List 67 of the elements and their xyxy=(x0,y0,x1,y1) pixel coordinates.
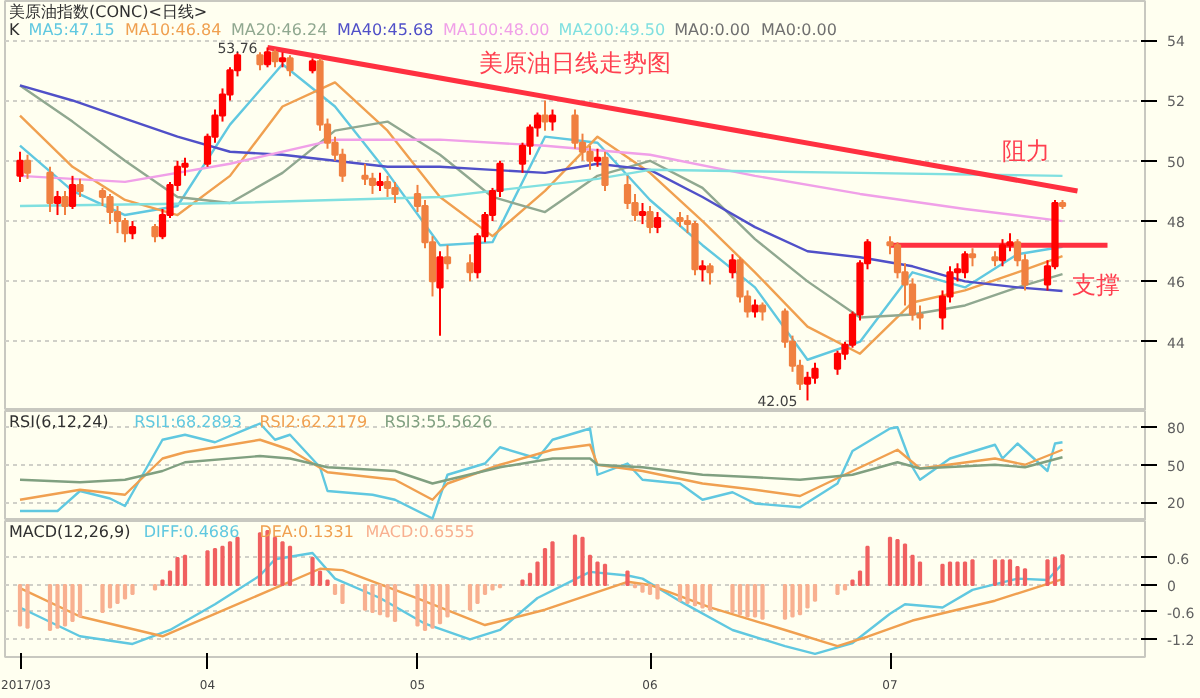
annotation: MA0:0.00 xyxy=(761,21,837,39)
candlestick xyxy=(368,171,377,195)
line-series xyxy=(18,138,1064,223)
candlestick xyxy=(16,150,24,183)
line-series xyxy=(18,567,1064,648)
candlestick xyxy=(601,150,609,192)
candlestick xyxy=(106,192,114,226)
candlestick xyxy=(833,349,842,376)
candlestick xyxy=(23,153,32,180)
text: MA20:46.24 xyxy=(231,21,328,39)
annotation: 支撑 xyxy=(1071,271,1120,300)
candlestick xyxy=(653,211,662,235)
candlestick xyxy=(593,147,602,168)
candlestick xyxy=(383,174,392,198)
candlestick xyxy=(361,162,369,186)
candlestick xyxy=(466,253,474,283)
candlestick xyxy=(256,51,264,72)
candlestick xyxy=(758,301,767,322)
line-series xyxy=(18,168,1064,208)
text: MA5:47.15 xyxy=(28,21,115,39)
candlestick xyxy=(706,262,714,286)
legend-title: MACD(12,26,9) xyxy=(9,523,131,541)
candlestick xyxy=(443,244,452,271)
candlestick xyxy=(548,108,557,132)
candlestick xyxy=(376,171,384,192)
candlestick xyxy=(436,250,444,337)
candlestick xyxy=(151,223,159,244)
candlestick xyxy=(53,189,62,217)
text: MACD:0.6555 xyxy=(365,523,475,541)
annotation: 阻力 xyxy=(1001,136,1050,165)
candlestick xyxy=(698,259,707,283)
legend-title: K xyxy=(9,21,21,39)
candlestick xyxy=(68,174,77,211)
candlestick xyxy=(391,180,399,204)
text: 美原油日线走势图 xyxy=(479,49,671,77)
candlestick xyxy=(728,253,737,280)
candlestick xyxy=(968,247,977,268)
text: DIFF:0.4686 xyxy=(143,523,240,541)
candlestick xyxy=(61,189,69,217)
candlestick xyxy=(803,370,812,402)
line-series xyxy=(18,454,1064,485)
series-label: DEA:0.1331 xyxy=(259,523,354,541)
line-series xyxy=(18,438,1064,501)
text: RSI3:55.5626 xyxy=(384,413,493,431)
candlestick xyxy=(128,220,137,241)
text: MA40:45.68 xyxy=(337,21,434,39)
text: MA200:49.50 xyxy=(558,21,666,39)
text: MA100:48.00 xyxy=(443,21,550,39)
candlestick xyxy=(286,54,294,78)
line-series xyxy=(18,551,1064,656)
text: MA10:46.84 xyxy=(125,21,222,39)
candlestick xyxy=(751,298,759,319)
candlestick xyxy=(271,48,279,69)
candlestick xyxy=(998,238,1007,268)
legend-title: RSI(6,12,24) xyxy=(9,413,109,431)
candlestick xyxy=(961,250,969,280)
series-label: RSI2:62.2179 xyxy=(259,413,368,431)
candlestick xyxy=(46,165,54,214)
series-label: RSI1:68.2893 xyxy=(134,413,242,431)
candlestick xyxy=(638,201,647,226)
candlestick xyxy=(646,205,654,235)
candlestick xyxy=(76,177,84,198)
candlestick xyxy=(541,99,549,132)
chart-subtitle: 美原油指数(CONC)<日线> xyxy=(9,3,208,21)
annotation: MA0:0.00 xyxy=(674,21,751,39)
candlestick xyxy=(263,46,272,69)
candlestick xyxy=(691,220,699,277)
